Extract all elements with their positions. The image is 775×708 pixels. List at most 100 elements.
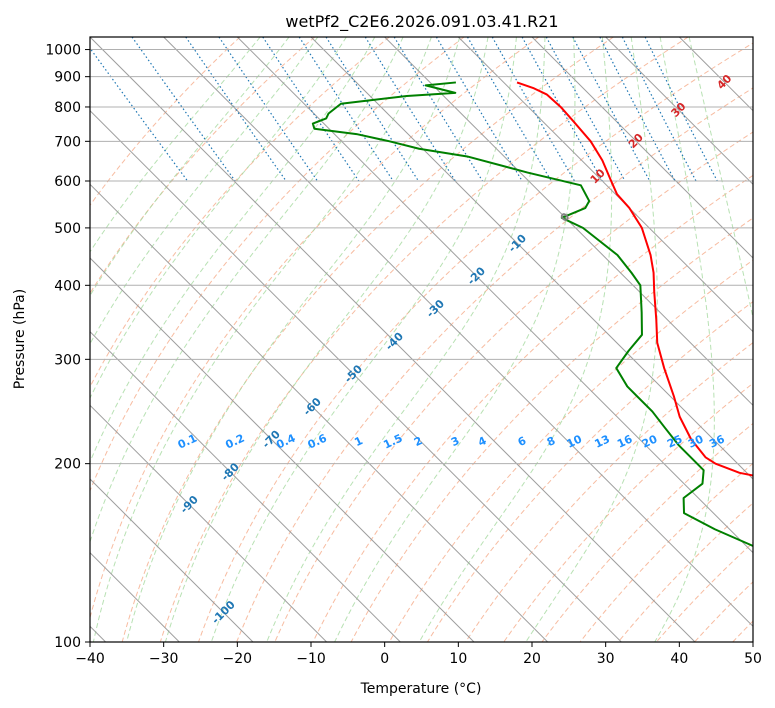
moist-adiabat [688, 37, 753, 321]
mixing-ratio-label: 30 [686, 432, 706, 450]
x-tick-label: −40 [75, 651, 105, 667]
mixing-ratio-label-group: 36 [707, 432, 727, 450]
dry-adiabat [503, 382, 753, 642]
chart-title: wetPf2_C2E6.2026.091.03.41.R21 [285, 12, 558, 32]
dry-adiabat [350, 217, 753, 642]
y-tick-label: 600 [54, 174, 81, 190]
background-lines [90, 37, 753, 642]
pressure-gridlines [90, 49, 753, 642]
y-axis-label: Pressure (hPa) [12, 289, 28, 389]
mixing-ratio-line [393, 37, 484, 182]
dry-adiabat [90, 37, 316, 295]
moist-adiabat [90, 37, 261, 253]
y-axis-ticks: 100 200 300 400 500 600 700 800 900 1000 [45, 43, 90, 651]
moist-adiabat [210, 37, 517, 642]
mixing-ratio-label-group: 3 [449, 434, 461, 449]
mixing-ratio-line [90, 47, 189, 182]
mixing-ratio-label-group: 2 [412, 434, 424, 449]
dry-adiabat [90, 37, 465, 493]
isotherm-line [90, 257, 475, 642]
x-tick-label: 40 [670, 651, 688, 667]
mixing-ratio-label: 2 [412, 434, 424, 449]
mixing-ratio-label: 0.2 [223, 432, 246, 452]
x-tick-label: 10 [449, 651, 467, 667]
mixing-ratio-label: 0.1 [176, 432, 199, 452]
mixing-ratio-label-group: 8 [545, 434, 557, 449]
dewpoint-profile [311, 81, 753, 548]
dry-adiabat [732, 620, 753, 642]
dry-adiabat [312, 174, 753, 642]
isotherm-line [90, 109, 622, 642]
mixing-ratio-label-group: 0.6 [306, 431, 329, 451]
mixing-ratio-label-group: 0.1 [176, 432, 199, 452]
mixing-ratio-label-group: 0.2 [223, 432, 246, 452]
mixing-ratio-label-group: 10 [565, 432, 585, 450]
isotherm-line [384, 37, 753, 407]
mixing-ratio-label: 13 [593, 432, 612, 450]
mixing-ratio-line [325, 37, 419, 182]
dry-adiabat [694, 581, 753, 642]
moist-adiabat [334, 37, 576, 642]
mixing-ratio-line [572, 37, 651, 182]
moist-adiabat [92, 37, 432, 642]
y-tick-label: 300 [54, 352, 81, 368]
mixing-ratio-line [621, 37, 697, 182]
moist-adiabat [418, 37, 613, 642]
mixing-ratio-line [644, 37, 718, 182]
mixing-ratio-label-group: 25 [665, 432, 684, 450]
dry-adiabat [388, 259, 753, 642]
mixing-ratio-label: 6 [516, 434, 529, 449]
plot-frame [89, 36, 754, 643]
x-tick-label: −30 [149, 651, 179, 667]
x-tick-label: 20 [523, 651, 541, 667]
isotherm-line [678, 37, 753, 112]
mixing-ratio-line [298, 37, 394, 182]
mixing-ratio-line [599, 37, 676, 182]
y-tick-label: 1000 [45, 43, 81, 59]
isotherm-line [531, 37, 753, 259]
y-tick-label: 800 [54, 100, 81, 116]
mixing-ratio-label-group: 6 [516, 434, 529, 449]
moist-adiabat [90, 37, 290, 297]
x-axis-label: Temperature (°C) [360, 681, 482, 697]
mixing-ratio-line [131, 37, 236, 182]
dry-adiabat [236, 87, 753, 642]
dry-adiabat [579, 462, 753, 642]
mixing-ratio-label-group: 4 [476, 434, 489, 449]
mixing-ratio-line [262, 37, 360, 182]
mixing-ratio-line [545, 37, 626, 182]
moist-adiabat [525, 37, 658, 642]
moist-adiabat [90, 37, 404, 544]
y-tick-label: 500 [54, 221, 81, 237]
mixing-ratio-label: 3 [449, 434, 461, 449]
series-layer [311, 81, 753, 548]
moist-adiabat [90, 37, 319, 345]
isotherm-line [605, 37, 753, 186]
dry-adiabat [274, 131, 753, 642]
isotherm-line [90, 37, 696, 642]
dry-adiabat [90, 37, 390, 388]
isotherm-line [90, 478, 254, 642]
y-tick-label: 100 [54, 635, 81, 651]
x-tick-label: 30 [597, 651, 615, 667]
mixing-ratio-line [521, 37, 603, 182]
isotherm-line [457, 37, 753, 333]
mixing-ratio-label-group: 1.5 [381, 432, 404, 452]
mixing-ratio-label: 0.6 [306, 431, 329, 451]
dry-adiabat [426, 301, 753, 642]
mixing-ratio-line [218, 37, 318, 182]
x-tick-label: −20 [223, 651, 253, 667]
temperature-profile [516, 81, 753, 477]
isotherm-line [90, 183, 549, 642]
moist-adiabat [266, 37, 546, 642]
y-tick-label: 400 [54, 278, 81, 294]
isotherm-line [310, 37, 753, 480]
mixing-ratio-label-group: 16 [615, 432, 635, 450]
isotherm-line [236, 37, 753, 554]
mixing-ratio-label: 25 [665, 432, 684, 450]
isotherm-line [163, 37, 753, 628]
dry-adiabat [465, 342, 753, 642]
mixing-ratio-label-group: 20 [640, 432, 660, 450]
dry-adiabat [90, 37, 540, 620]
